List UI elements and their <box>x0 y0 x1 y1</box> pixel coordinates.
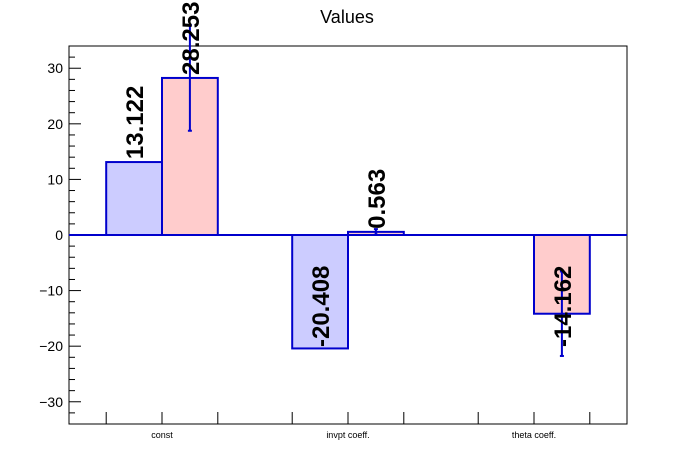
y-tick-label: −20 <box>39 338 63 354</box>
bar-value-label: 13.122 <box>122 86 149 159</box>
y-tick-label: 20 <box>47 116 63 132</box>
plot-area: −30 −20 −10 0 10 20 30 const invpt coeff. theta c… <box>39 2 628 440</box>
y-tick-label: 30 <box>47 60 63 76</box>
y-tick-label: −10 <box>39 283 63 299</box>
bar <box>291 234 350 350</box>
chart-title: Values <box>320 7 374 27</box>
bar-value-label: -20.408 <box>308 266 335 347</box>
y-tick-label: 0 <box>55 227 63 243</box>
bar-value-label: 0.563 <box>364 169 391 229</box>
y-tick-label: 10 <box>47 171 63 187</box>
x-tick-label: const <box>151 430 173 440</box>
y-tick-label: −30 <box>39 394 63 410</box>
bar-value-label: 28.253 <box>178 2 205 75</box>
x-tick-label: theta coeff. <box>512 430 556 440</box>
bar <box>105 161 163 236</box>
bar-value-label: -14.162 <box>550 266 577 347</box>
x-tick-label: invpt coeff. <box>326 430 369 440</box>
